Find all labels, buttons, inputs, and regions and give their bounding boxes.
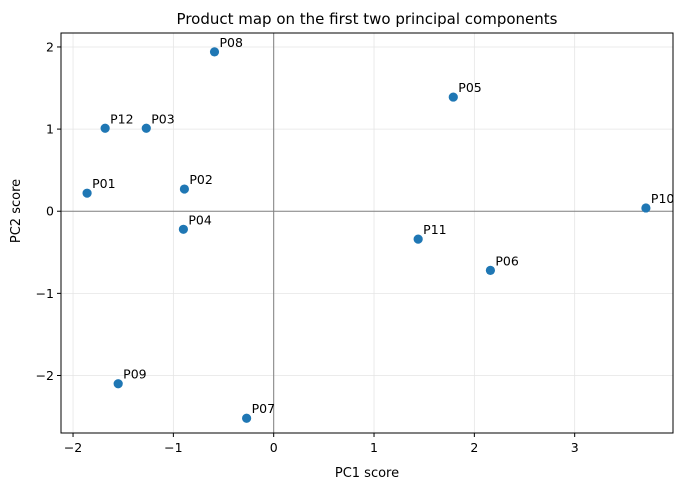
data-point-p04 — [178, 224, 188, 234]
y-tick-label: 1 — [46, 122, 54, 137]
point-label-p11: P11 — [423, 222, 446, 237]
data-point-p11 — [413, 234, 423, 244]
point-label-p02: P02 — [189, 172, 212, 187]
y-tick-label: −1 — [36, 286, 54, 301]
x-tick-label: 3 — [571, 440, 579, 455]
point-label-p10: P10 — [651, 191, 674, 206]
x-tick-label: −2 — [64, 440, 82, 455]
x-axis-label: PC1 score — [335, 466, 399, 481]
data-point-p05 — [448, 92, 458, 102]
data-points — [82, 47, 651, 423]
reference-lines — [61, 33, 673, 433]
y-tick-label: 2 — [46, 39, 54, 54]
point-label-p01: P01 — [92, 176, 115, 191]
chart-title: Product map on the first two principal c… — [177, 10, 558, 28]
y-tick-label: −2 — [36, 368, 54, 383]
y-axis-label: PC2 score — [9, 179, 24, 243]
data-point-p06 — [485, 265, 496, 275]
point-label-p09: P09 — [123, 367, 146, 382]
y-tick-label: 0 — [46, 204, 54, 219]
data-point-p03 — [141, 123, 151, 133]
x-tick-label: 2 — [470, 440, 478, 455]
x-tick-label: −1 — [164, 440, 182, 455]
plot-frame — [60, 32, 674, 434]
x-tick-label: 0 — [270, 440, 278, 455]
point-label-p04: P04 — [188, 212, 211, 227]
grid — [61, 33, 673, 433]
data-point-p10 — [641, 203, 651, 213]
point-label-p05: P05 — [458, 80, 481, 95]
point-label-p08: P08 — [220, 35, 243, 50]
x-axis-ticks: −2 −1 0 1 2 3 — [64, 433, 579, 455]
x-tick-label: 1 — [370, 440, 378, 455]
data-point-p08 — [209, 47, 220, 57]
data-point-p02 — [179, 184, 190, 194]
data-point-p09 — [113, 379, 123, 389]
data-point-p01 — [82, 188, 92, 198]
data-point-p12 — [100, 123, 110, 133]
data-point-p07 — [242, 413, 252, 423]
point-label-p03: P03 — [151, 111, 174, 126]
point-label-p06: P06 — [495, 253, 518, 268]
point-label-p07: P07 — [252, 401, 275, 416]
y-axis-ticks: −2 −1 0 1 2 — [36, 39, 61, 383]
point-label-p12: P12 — [110, 111, 133, 126]
point-labels: P01 P02 P03 P04 P05 P06 P07 P08 P09 P10 P11 P12 — [92, 35, 674, 416]
